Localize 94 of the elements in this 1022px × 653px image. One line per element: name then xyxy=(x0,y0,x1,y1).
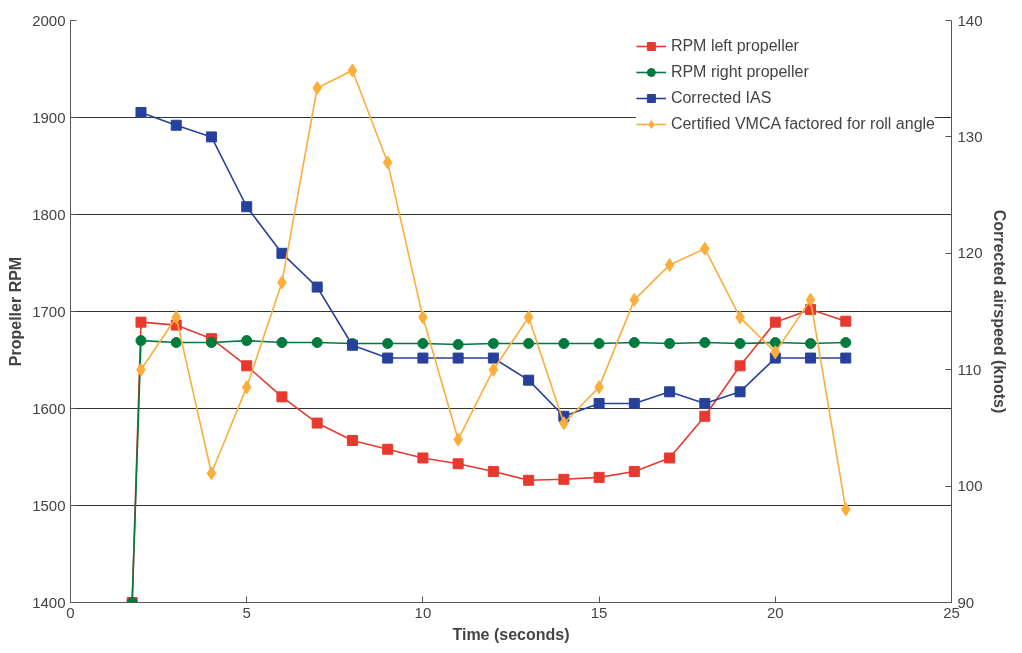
point xyxy=(840,337,852,349)
point xyxy=(523,310,534,325)
point xyxy=(452,338,464,350)
y-tick-label: 1700 xyxy=(32,302,66,320)
x-tick-label: 0 xyxy=(66,603,75,621)
point xyxy=(770,345,781,360)
point xyxy=(171,310,182,325)
y2-tick-label: 90 xyxy=(957,593,975,611)
point xyxy=(628,466,640,478)
point xyxy=(488,362,499,377)
point xyxy=(311,417,323,429)
point xyxy=(629,292,640,307)
x-tick-label: 5 xyxy=(242,603,251,621)
point xyxy=(593,397,605,409)
x-axis-title: Time (seconds) xyxy=(452,625,570,643)
point xyxy=(382,338,394,349)
y-axis-title: Propeller RPM xyxy=(7,256,25,367)
point xyxy=(417,452,429,464)
point xyxy=(241,360,253,372)
point xyxy=(840,502,851,517)
y2-tick-label: 110 xyxy=(957,360,982,378)
legend-label: RPM right propeller xyxy=(670,63,809,81)
y2-tick-label: 140 xyxy=(957,11,983,29)
point xyxy=(628,337,640,349)
x-tick-label: 20 xyxy=(766,603,784,621)
legend-label: RPM left propeller xyxy=(670,37,799,55)
point xyxy=(628,397,640,409)
point xyxy=(170,337,182,349)
point xyxy=(170,119,182,131)
point xyxy=(382,352,394,364)
point xyxy=(452,458,464,470)
point xyxy=(312,81,323,96)
point xyxy=(241,201,253,213)
point xyxy=(382,155,393,170)
point xyxy=(382,443,394,455)
point xyxy=(840,315,852,327)
x-tick-label: 10 xyxy=(414,603,432,621)
legend-label: Certified VMCA factored for roll angle xyxy=(670,115,935,133)
point xyxy=(769,316,781,328)
point xyxy=(558,473,570,485)
point xyxy=(593,338,605,349)
point xyxy=(699,241,710,256)
point xyxy=(523,474,535,486)
point xyxy=(487,338,499,349)
point xyxy=(311,337,323,349)
point xyxy=(805,352,817,364)
point xyxy=(664,452,676,464)
point xyxy=(311,281,323,293)
point xyxy=(135,335,147,347)
y2-tick-label: 120 xyxy=(957,244,983,262)
point xyxy=(276,337,288,349)
point xyxy=(664,386,676,398)
point xyxy=(664,257,675,272)
point xyxy=(452,352,464,364)
point xyxy=(734,338,746,349)
point xyxy=(699,337,711,349)
y-tick-label: 1900 xyxy=(32,108,66,126)
y-tick-label: 2000 xyxy=(32,11,66,29)
point xyxy=(346,435,358,447)
point xyxy=(699,397,711,409)
point xyxy=(487,352,499,364)
point xyxy=(805,292,816,307)
point xyxy=(241,380,252,395)
point xyxy=(734,386,746,398)
point xyxy=(206,466,217,481)
point xyxy=(276,247,288,259)
point xyxy=(805,338,817,349)
y-tick-label: 1800 xyxy=(32,205,66,223)
x-tick-label: 15 xyxy=(590,603,608,621)
point xyxy=(276,391,288,403)
point xyxy=(417,352,429,364)
point xyxy=(699,410,711,422)
legend-label: Corrected IAS xyxy=(670,89,772,107)
point xyxy=(840,352,852,364)
point xyxy=(241,335,253,347)
y-tick-label: 1500 xyxy=(32,496,66,514)
y-tick-label: 1600 xyxy=(32,399,66,417)
point xyxy=(417,338,429,349)
point xyxy=(205,131,217,143)
point xyxy=(205,337,217,349)
point xyxy=(347,63,358,78)
point xyxy=(734,360,746,372)
point xyxy=(558,338,570,349)
y-tick-label: 1400 xyxy=(32,593,66,611)
point xyxy=(593,471,605,483)
point xyxy=(135,106,147,118)
point xyxy=(135,316,147,328)
y2-tick-label: 130 xyxy=(957,127,983,145)
point xyxy=(523,374,535,386)
point xyxy=(487,466,499,478)
y2-axis-title: Corrected airspeed (knots) xyxy=(990,209,1008,414)
y2-tick-label: 100 xyxy=(957,477,983,495)
point xyxy=(523,338,535,349)
point xyxy=(664,338,676,349)
